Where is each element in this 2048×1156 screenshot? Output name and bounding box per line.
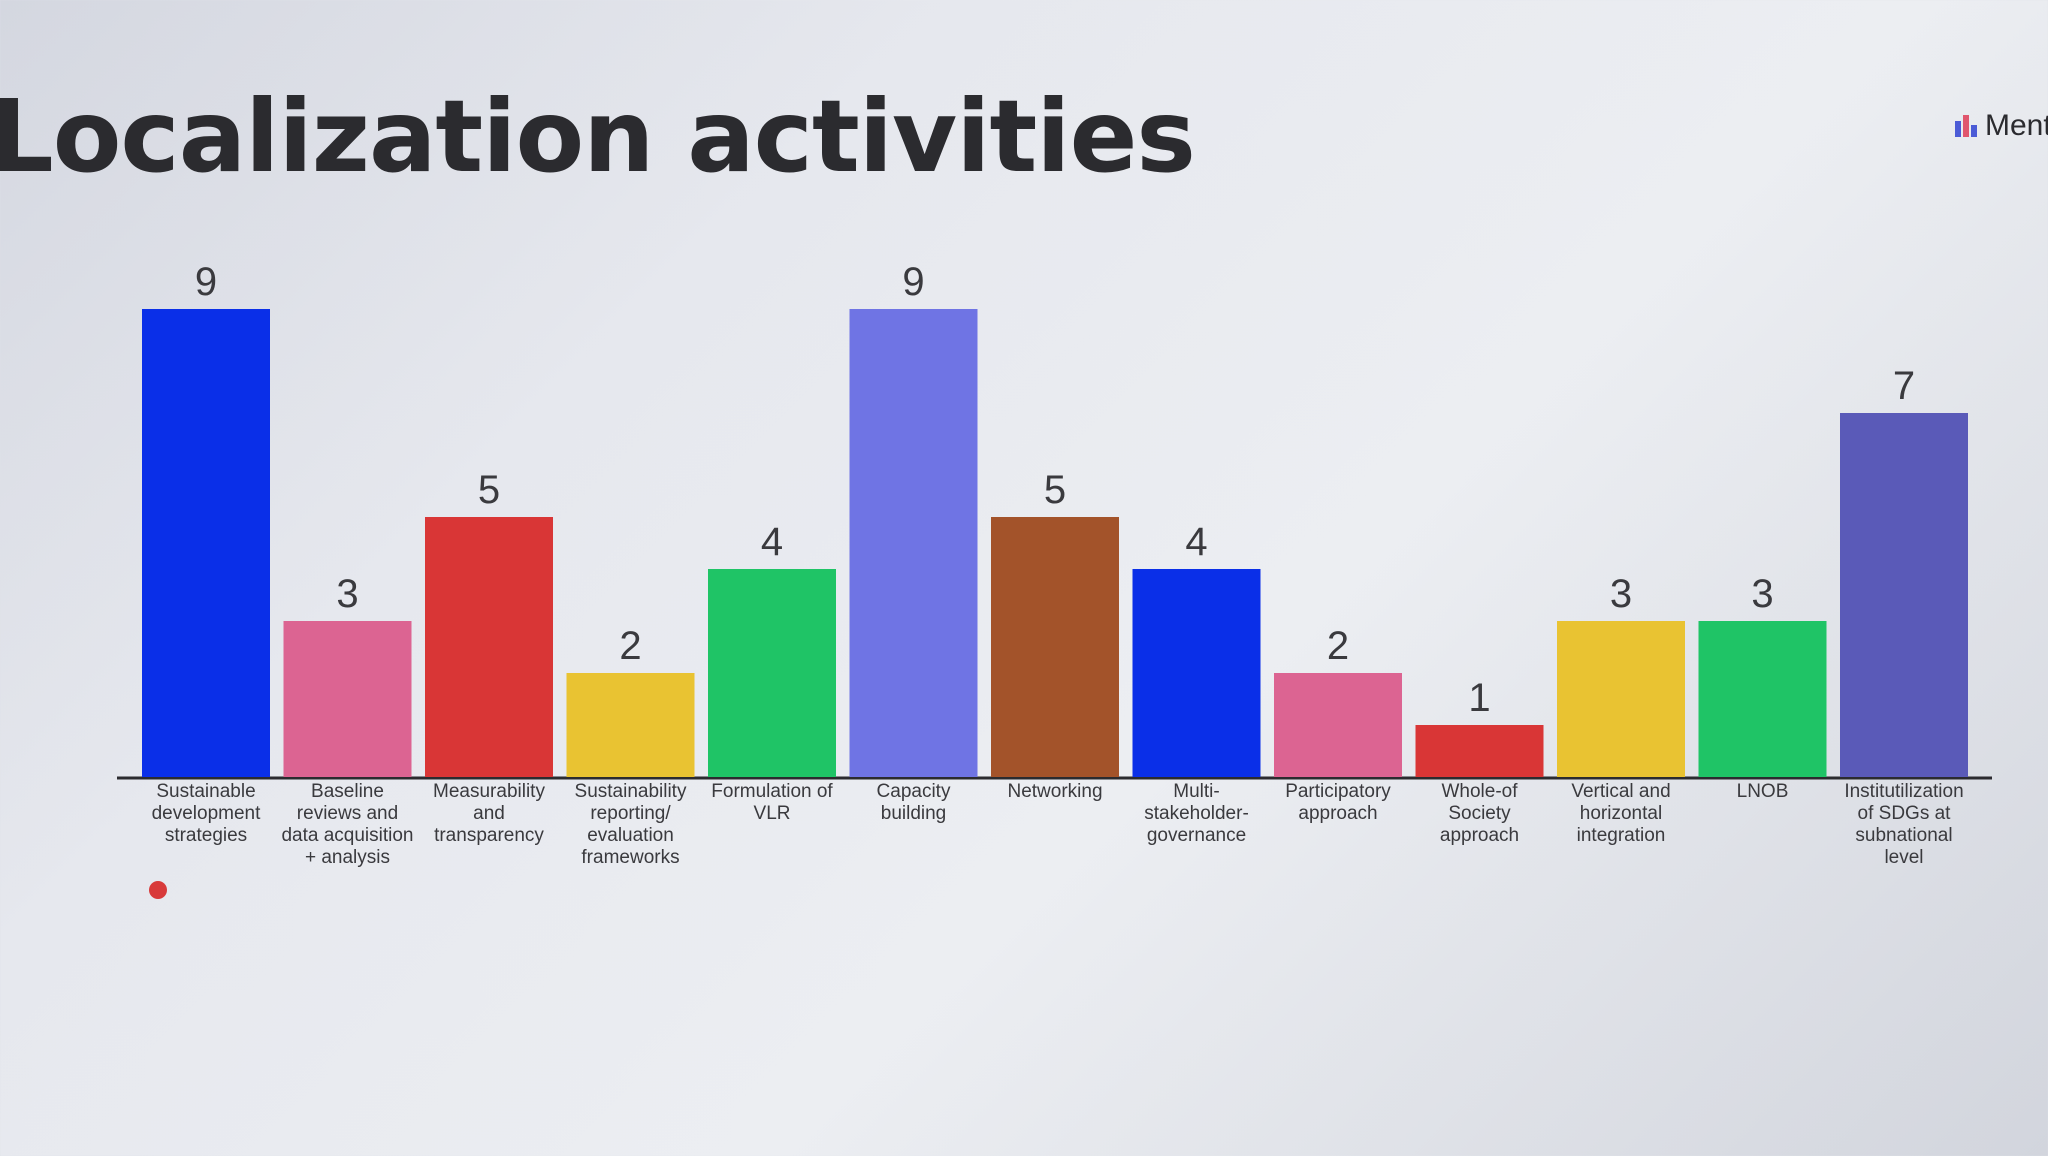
bar-value-label: 1 bbox=[1468, 676, 1490, 720]
bar bbox=[849, 309, 978, 777]
bar-value-label: 7 bbox=[1893, 364, 1915, 408]
category-label: Capacity building bbox=[876, 781, 951, 824]
bar bbox=[283, 621, 412, 777]
bar bbox=[566, 673, 695, 777]
category-label: Participatory approach bbox=[1285, 781, 1391, 824]
bar bbox=[1415, 725, 1544, 777]
category-label: LNOB bbox=[1736, 781, 1789, 802]
bar-value-label: 2 bbox=[619, 624, 641, 668]
category-label: Sustainable development strategies bbox=[151, 781, 261, 846]
bar bbox=[1840, 413, 1968, 777]
category-label: Networking bbox=[1007, 781, 1103, 802]
category-label: Formulation of VLR bbox=[711, 781, 833, 824]
brand-text: Ment bbox=[1985, 109, 2048, 142]
bar-value-label: 4 bbox=[761, 520, 783, 564]
pointer-dot bbox=[149, 881, 167, 899]
bar bbox=[991, 517, 1119, 777]
bar-value-label: 9 bbox=[195, 260, 217, 304]
bar-value-label: 2 bbox=[1327, 624, 1349, 668]
bar bbox=[142, 309, 270, 777]
bar-value-label: 4 bbox=[1185, 520, 1207, 564]
bar bbox=[1557, 621, 1685, 777]
category-label: Institutilization of SDGs at subnational… bbox=[1844, 781, 1964, 868]
category-label: Measurability and transparency bbox=[433, 781, 545, 846]
bar-value-label: 5 bbox=[1044, 468, 1066, 512]
bar bbox=[1274, 673, 1402, 777]
category-label: Baseline reviews and data acquisition + … bbox=[281, 781, 414, 868]
bar bbox=[1132, 569, 1261, 777]
category-label: Sustainability reporting/ evaluation fra… bbox=[574, 781, 687, 868]
bar-value-label: 9 bbox=[902, 260, 924, 304]
bar bbox=[708, 569, 836, 777]
category-label: Vertical and horizontal integration bbox=[1571, 781, 1671, 846]
bar-value-label: 5 bbox=[478, 468, 500, 512]
bar bbox=[1698, 621, 1827, 777]
page-title: Localization activities bbox=[0, 78, 1196, 195]
bar bbox=[425, 517, 553, 777]
bar-value-label: 3 bbox=[336, 572, 358, 616]
bar-value-label: 3 bbox=[1751, 572, 1773, 616]
bar-value-label: 3 bbox=[1610, 572, 1632, 616]
category-label: Whole-of Society approach bbox=[1439, 781, 1520, 846]
brand-logo: Ment bbox=[1955, 108, 2048, 144]
mentimeter-icon bbox=[1955, 115, 1977, 137]
category-label: Multi-stakeholder-governance bbox=[1144, 781, 1249, 846]
